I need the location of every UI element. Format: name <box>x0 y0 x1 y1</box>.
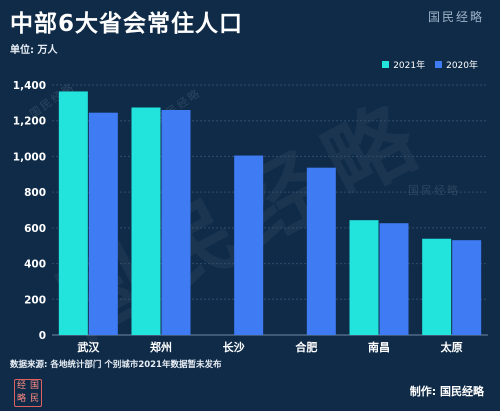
data-source-note: 数据来源: 各地统计部门 个别城市2021年数据暂未发布 <box>10 360 222 370</box>
x-tick-label: 太原 <box>440 340 463 354</box>
bar <box>88 112 118 335</box>
bar <box>58 91 88 335</box>
bar <box>452 240 482 335</box>
y-tick-label: 600 <box>24 223 46 235</box>
y-tick-label: 800 <box>24 187 46 199</box>
bar <box>422 238 452 335</box>
legend-swatch-2020 <box>435 61 443 68</box>
bar <box>349 220 379 335</box>
seal-char: 国 <box>29 381 39 391</box>
x-tick-label: 长沙 <box>223 340 245 354</box>
chart-title: 中部6大省会常住人口 <box>10 11 244 37</box>
brand-label: 国民经略 <box>427 10 484 24</box>
x-tick-label: 合肥 <box>295 340 317 354</box>
seal-char: 经 <box>16 381 26 391</box>
y-tick-label: 400 <box>24 259 46 271</box>
seal-char: 民 <box>29 394 39 404</box>
y-tick-label: 1,400 <box>13 80 46 92</box>
y-tick-label: 200 <box>24 294 46 306</box>
bar <box>379 223 409 335</box>
legend-swatch-2021 <box>382 61 390 68</box>
x-tick-label: 郑州 <box>150 340 172 354</box>
unit-label: 单位: 万人 <box>10 45 58 56</box>
bar <box>161 110 191 335</box>
legend-item-2021: 2021年 <box>382 58 425 71</box>
y-tick-label: 0 <box>39 330 46 342</box>
seal-logo: 经 国 略 民 <box>14 379 42 407</box>
legend: 2021年 2020年 <box>382 58 478 71</box>
bar <box>131 107 161 335</box>
bar <box>234 155 264 335</box>
legend-label-2020: 2020年 <box>446 61 478 71</box>
credit-label: 制作: 国民经略 <box>409 385 484 398</box>
x-tick-label: 南昌 <box>368 340 390 354</box>
y-tick-label: 1,000 <box>13 151 46 163</box>
legend-label-2021: 2021年 <box>393 61 426 71</box>
seal-char: 略 <box>16 394 26 404</box>
x-tick-label: 武汉 <box>77 340 100 354</box>
legend-item-2020: 2020年 <box>435 58 478 71</box>
bar <box>306 167 336 335</box>
y-tick-label: 1,200 <box>13 116 46 128</box>
